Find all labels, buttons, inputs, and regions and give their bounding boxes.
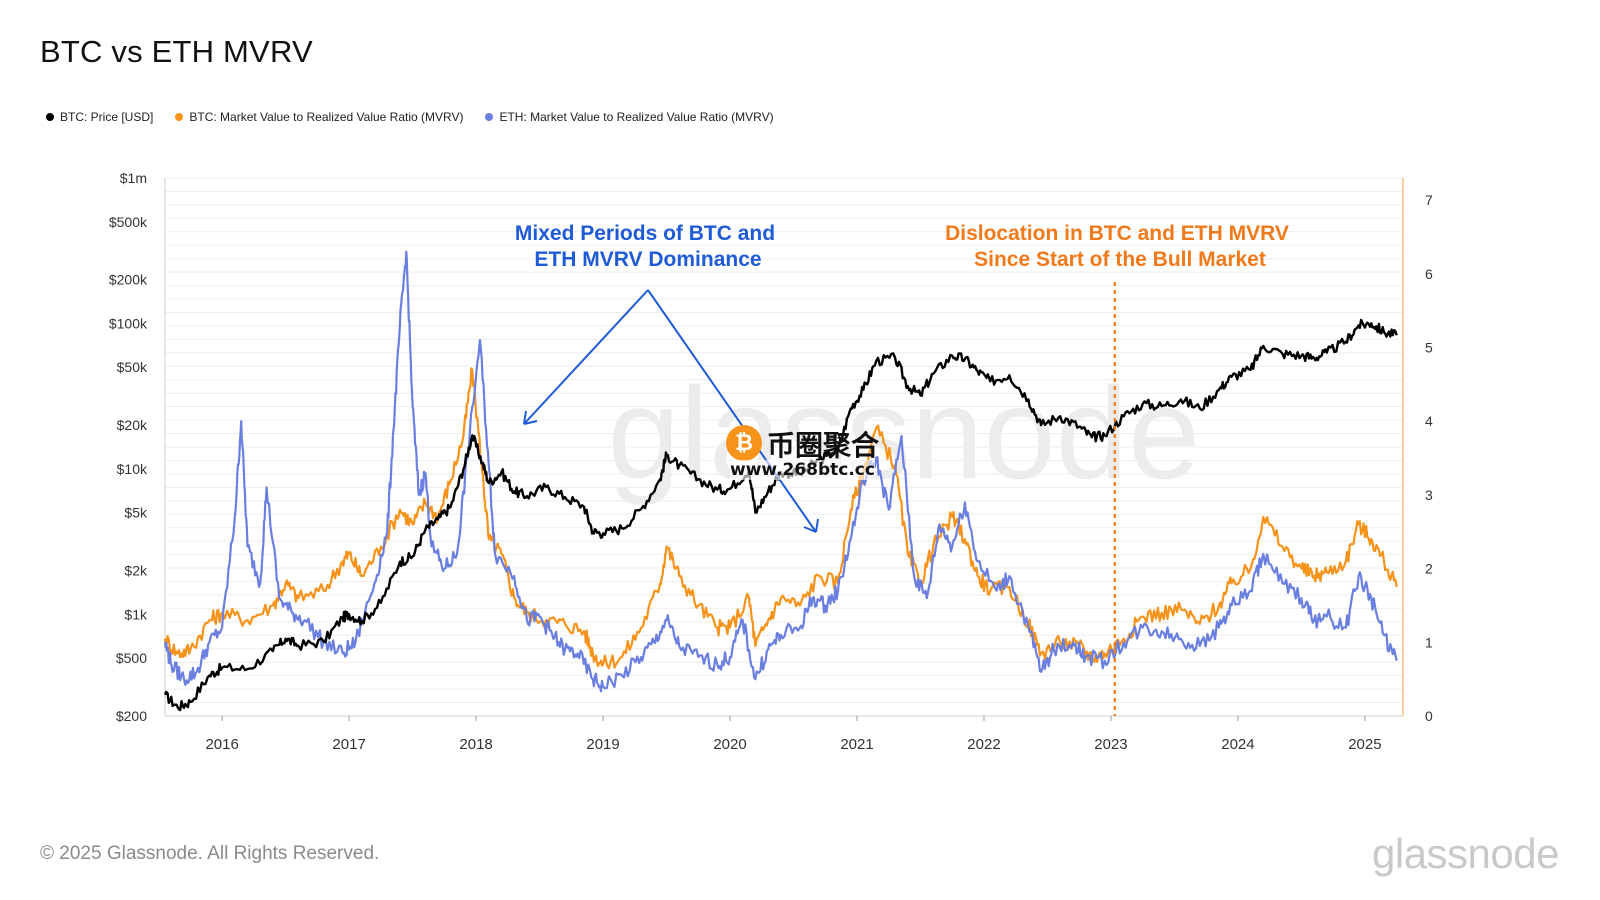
series-line-btc-mvrv: [163, 367, 1398, 670]
y-left-tick-label: $500: [116, 650, 147, 666]
x-tick-label: 2021: [840, 736, 873, 753]
y-right-tick-label: 3: [1425, 487, 1433, 503]
annotation-mixed-line1: Mixed Periods of BTC and: [515, 222, 775, 245]
annotation-arrow-right: [647, 289, 817, 533]
x-tick-label: 2016: [205, 736, 238, 753]
y-right-tick-label: 5: [1425, 340, 1433, 356]
y-right-tick-label: 6: [1425, 266, 1433, 282]
legend-label: BTC: Market Value to Realized Value Rati…: [189, 110, 464, 124]
x-tick-label: 2025: [1348, 736, 1381, 753]
copyright-text: © 2025 Glassnode. All Rights Reserved.: [40, 843, 380, 864]
y-left-tick-label: $20k: [117, 417, 148, 433]
series-line-eth-mvrv: [163, 250, 1398, 693]
y-left-tick-label: $50k: [117, 359, 148, 375]
y-left-tick-label: $200k: [109, 272, 148, 288]
bitcoin-logo-icon: ₿: [726, 425, 762, 461]
page-title: BTC vs ETH MVRV: [40, 34, 313, 69]
glassnode-logo: glassnode: [1372, 830, 1559, 877]
legend-label: BTC: Price [USD]: [60, 110, 154, 124]
series-line-btc-price: [163, 318, 1398, 712]
annotation-arrow-left: [523, 289, 649, 425]
y-left-tick-label: $500k: [109, 214, 148, 230]
x-tick-label: 2023: [1094, 736, 1127, 753]
legend-item-eth-mvrv[interactable]: ETH: Market Value to Realized Value Rati…: [485, 110, 774, 124]
y-right-tick-label: 2: [1425, 561, 1433, 577]
x-tick-label: 2024: [1221, 736, 1254, 753]
y-right-tick-label: 1: [1425, 634, 1433, 650]
y-right-tick-label: 4: [1425, 413, 1433, 429]
y-left-tick-label: $200: [116, 708, 147, 724]
legend-item-btc-mvrv[interactable]: BTC: Market Value to Realized Value Rati…: [175, 110, 463, 124]
annotation-mixed-line2: ETH MVRV Dominance: [534, 248, 761, 271]
chart-legend: BTC: Price [USD] BTC: Market Value to Re…: [46, 110, 774, 124]
y-left-tick-label: $100k: [109, 315, 148, 331]
site-watermark: 币圈聚合: [767, 429, 880, 462]
x-tick-label: 2018: [459, 736, 492, 753]
chart-watermark: glassnode: [608, 360, 1201, 506]
x-tick-label: 2019: [586, 736, 619, 753]
x-tick-label: 2020: [713, 736, 746, 753]
y-left-tick-label: $2k: [124, 563, 148, 579]
y-left-tick-label: $1m: [120, 170, 147, 186]
site-watermark-url: www.268btc.cc: [730, 460, 875, 480]
arrowhead-right-icon: [803, 518, 819, 533]
arrowhead-left-icon: [523, 410, 538, 425]
y-right-tick-label: 7: [1425, 192, 1433, 208]
legend-dot-icon: [46, 113, 54, 121]
y-left-tick-label: $5k: [124, 505, 148, 521]
y-left-tick-label: $1k: [124, 606, 148, 622]
legend-item-btc-price[interactable]: BTC: Price [USD]: [46, 110, 153, 124]
legend-dot-icon: [175, 113, 184, 121]
legend-dot-icon: [485, 113, 494, 121]
x-tick-label: 2022: [967, 736, 1000, 753]
y-left-tick-label: $10k: [117, 461, 148, 477]
y-right-tick-label: 0: [1425, 708, 1433, 724]
annotation-dislocation-line2: Since Start of the Bull Market: [974, 248, 1266, 271]
x-tick-label: 2017: [332, 736, 365, 753]
legend-label: ETH: Market Value to Realized Value Rati…: [499, 110, 774, 124]
annotation-dislocation-line1: Dislocation in BTC and ETH MVRV: [945, 222, 1289, 245]
